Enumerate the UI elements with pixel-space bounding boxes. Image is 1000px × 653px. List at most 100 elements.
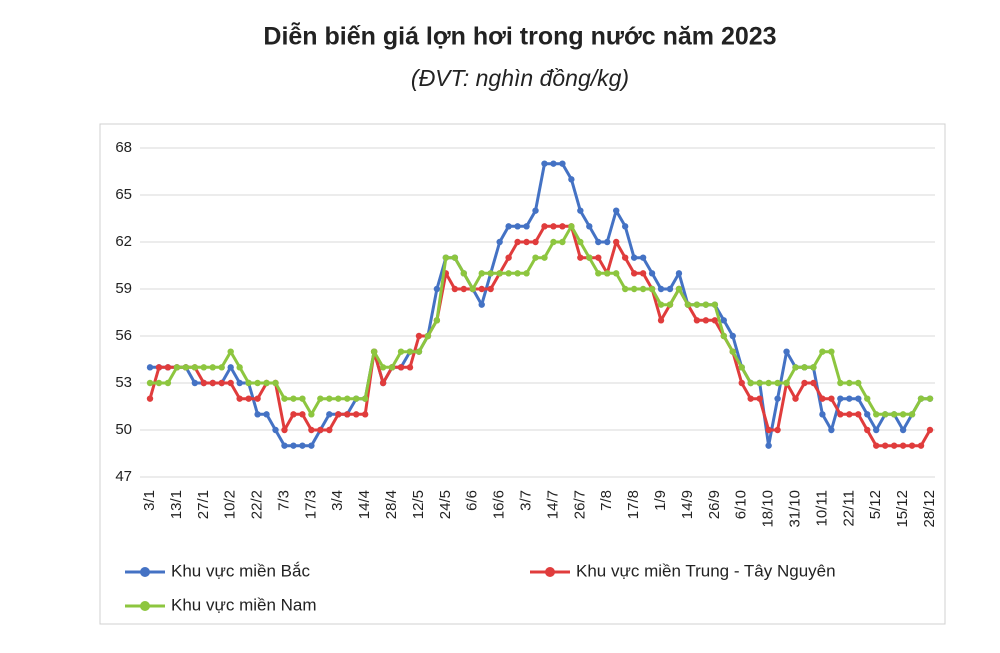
data-point [532, 207, 539, 214]
data-point [155, 379, 163, 387]
data-point [299, 395, 306, 402]
data-point [711, 301, 719, 308]
y-tick-label: 68 [115, 139, 132, 156]
data-point [729, 348, 736, 355]
x-tick-label: 15/12 [894, 490, 911, 528]
data-point [254, 379, 261, 387]
data-point [828, 395, 835, 402]
data-point [290, 395, 297, 402]
data-point [236, 379, 243, 387]
data-point [621, 254, 629, 261]
data-point [693, 301, 701, 308]
data-point [783, 348, 790, 355]
x-tick-label: 28/4 [383, 490, 400, 519]
data-point [630, 285, 638, 293]
data-point [424, 332, 432, 340]
data-point [433, 317, 441, 324]
data-point [397, 364, 405, 371]
data-point [182, 364, 190, 371]
chart-frame [99, 123, 946, 625]
data-point [881, 411, 889, 418]
data-point [227, 348, 234, 355]
data-point [317, 426, 324, 434]
x-tick-label: 6/6 [464, 490, 481, 511]
data-point [308, 426, 315, 434]
data-point [604, 238, 611, 246]
data-point [675, 285, 683, 293]
data-point [245, 395, 252, 402]
data-point [873, 442, 880, 449]
data-point [648, 270, 656, 277]
y-tick-label: 59 [115, 280, 132, 297]
data-point [200, 364, 207, 371]
data-point [433, 285, 441, 293]
data-point [361, 411, 369, 418]
data-point [666, 285, 674, 293]
data-point [523, 270, 530, 277]
x-tick-label: 3/4 [329, 490, 346, 511]
data-point [469, 285, 476, 293]
data-point [460, 285, 467, 293]
data-point [595, 254, 602, 261]
x-tick-label: 28/12 [921, 490, 938, 528]
data-point [846, 379, 853, 387]
data-point [577, 207, 584, 214]
data-point [335, 411, 342, 418]
data-point [568, 223, 575, 230]
data-point [648, 285, 656, 293]
data-point [173, 364, 181, 371]
x-tick-label: 17/3 [302, 490, 319, 519]
data-point [765, 442, 772, 449]
data-point [864, 411, 871, 418]
data-point [442, 254, 450, 261]
chart-subtitle: (ĐVT: nghìn đồng/kg) [411, 65, 629, 91]
data-point [218, 364, 225, 371]
x-tick-label: 14/7 [544, 490, 561, 519]
data-point [326, 395, 333, 402]
data-point [200, 379, 207, 387]
data-point [559, 238, 566, 246]
data-point [191, 379, 199, 387]
data-point [738, 379, 745, 387]
data-point [559, 223, 566, 230]
data-point [406, 348, 414, 355]
data-point [873, 411, 880, 418]
data-point [819, 411, 826, 418]
data-point [720, 332, 727, 340]
x-tick-label: 6/10 [733, 490, 750, 519]
data-point [451, 285, 459, 293]
y-tick-label: 47 [115, 468, 132, 485]
data-point [568, 176, 575, 183]
y-tick-label: 65 [115, 186, 132, 203]
data-point [191, 364, 199, 371]
data-point [899, 411, 907, 418]
data-point [541, 254, 548, 261]
x-tick-label: 10/11 [813, 490, 830, 526]
data-point [577, 238, 584, 246]
data-point [675, 270, 683, 277]
data-point [657, 317, 665, 324]
data-point [263, 379, 270, 387]
data-point [263, 411, 270, 418]
data-point [532, 238, 539, 246]
x-tick-label: 1/9 [652, 490, 669, 511]
data-point [711, 317, 719, 324]
data-point [828, 348, 835, 355]
data-point [899, 442, 907, 449]
legend-marker [545, 567, 555, 577]
data-point [855, 411, 862, 418]
data-point [388, 364, 396, 371]
data-point [639, 254, 647, 261]
data-point [702, 317, 710, 324]
data-point [505, 254, 512, 261]
data-point [657, 285, 665, 293]
data-point [747, 379, 754, 387]
data-point [926, 426, 934, 434]
data-point [837, 379, 844, 387]
data-point [908, 411, 916, 418]
data-point [514, 238, 521, 246]
data-point [353, 395, 360, 402]
data-point [308, 442, 315, 449]
legend-label: Khu vực miền Nam [171, 595, 317, 614]
data-point [873, 426, 880, 434]
